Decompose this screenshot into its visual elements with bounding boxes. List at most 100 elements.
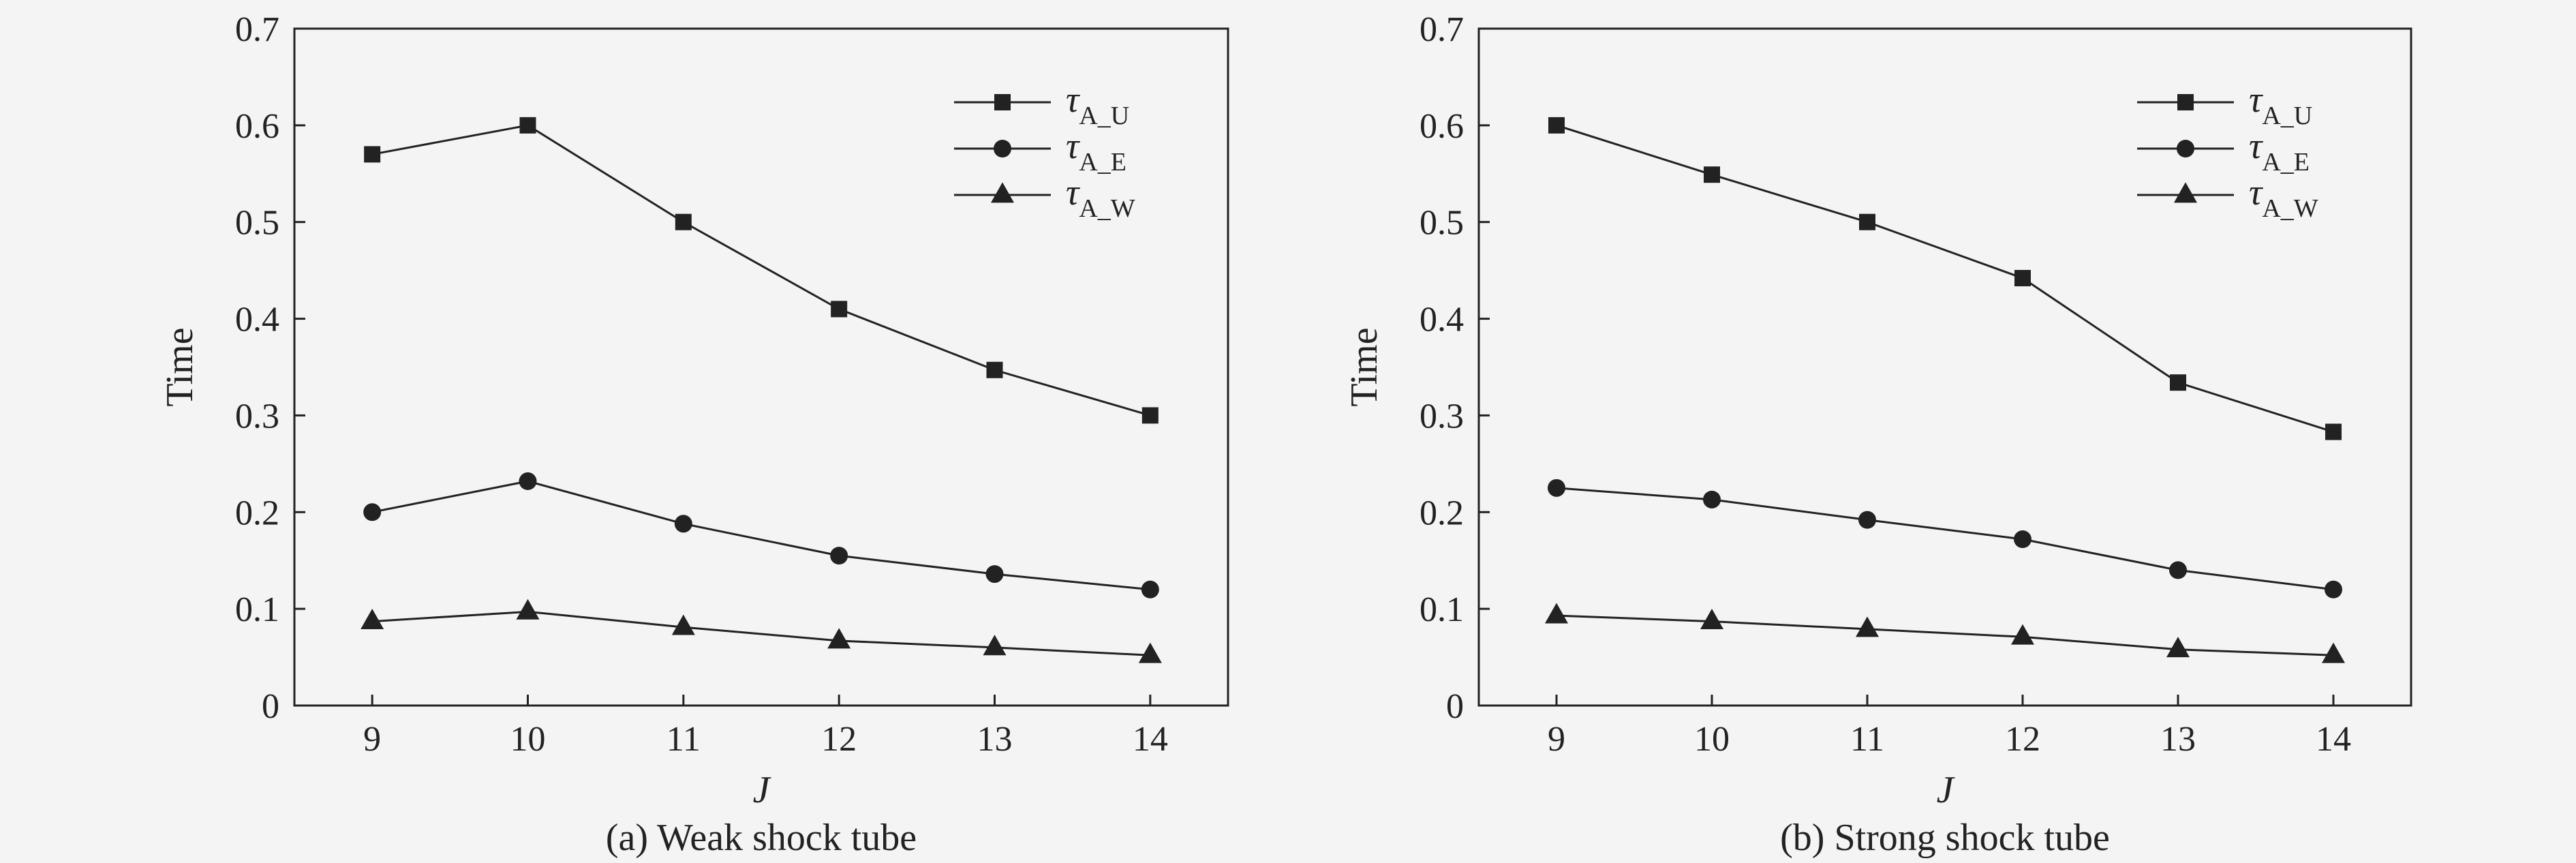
panel-a-series-a-u-line bbox=[371, 124, 1151, 417]
panel-b-plot-frame bbox=[1477, 27, 2412, 707]
panel-a-legend-a-u-label: τA_U bbox=[1066, 79, 1129, 130]
panel-b-x-tick-label: 14 bbox=[2316, 720, 2351, 759]
panel-b-series-a-e-point bbox=[1548, 479, 1565, 497]
panel-b-y-axis-label: Time bbox=[1343, 327, 1385, 406]
panel-a-x-tick-label: 10 bbox=[510, 720, 546, 759]
panel-b-legend-a-u-marker bbox=[2177, 94, 2194, 110]
panel-a-y-tick-label: 0.3 bbox=[235, 397, 279, 436]
panel-b-series-a-u-point bbox=[2325, 423, 2342, 440]
panel-a-y-tick-label: 0.4 bbox=[235, 301, 279, 339]
panel-b-series-a-w-point bbox=[1700, 608, 1723, 629]
panel-a-legend-a-w-subscript: A_W bbox=[1079, 194, 1135, 223]
panel-b-y-tick-label: 0 bbox=[1446, 687, 1464, 726]
panel-b-x-axis-label: J bbox=[1937, 769, 1956, 811]
panel-a-legend-a-e-label: τA_E bbox=[1066, 125, 1126, 177]
panel-b-caption: (b) Strong shock tube bbox=[1780, 817, 2110, 859]
panel-a-series-a-w-point bbox=[516, 599, 540, 620]
panel-a-series-a-e-point bbox=[363, 503, 382, 521]
panel-a-y-tick-label: 0.2 bbox=[235, 494, 279, 532]
panel-a-series-a-e-point bbox=[830, 547, 848, 565]
panel-a-series-a-e-point bbox=[674, 515, 692, 533]
panel-a-y-axis-label: Time bbox=[159, 327, 201, 406]
panel-b-y-tick-label: 0.7 bbox=[1420, 10, 1464, 49]
panel-a-series-a-e-point bbox=[519, 472, 537, 490]
panel-a-y-tick-label: 0.7 bbox=[235, 10, 279, 49]
panel-a-x-tick-label: 14 bbox=[1133, 720, 1168, 759]
panel-a-series-a-w-line bbox=[372, 610, 1150, 656]
panel-b-legend-a-w-label: τA_W bbox=[2249, 172, 2318, 223]
panel-a-legend-a-u-subscript: A_U bbox=[1079, 102, 1129, 130]
panel-b-x-tick-label: 12 bbox=[2005, 720, 2040, 759]
panel-a-caption: (a) Weak shock tube bbox=[606, 817, 917, 859]
panel-b-series-a-u-point bbox=[1548, 117, 1565, 134]
panel-a-legend-a-w-symbol: τ bbox=[1066, 172, 1080, 213]
panel-b-series-a-w-point bbox=[2322, 642, 2345, 663]
panel-a-series-a-e-point bbox=[1141, 580, 1159, 599]
panel-a-x-axis-label: J bbox=[753, 769, 772, 811]
panel-a-y-tick-label: 0 bbox=[262, 687, 279, 726]
panel-b-series-a-w-point bbox=[2166, 637, 2190, 658]
panel-b-chart: 0 0.1 0.2 0.3 0.4 0.5 0.6 0.7 9 10 11 12 13 14 J Time (b… bbox=[1343, 10, 2412, 859]
panel-b-y-tick-label: 0.4 bbox=[1420, 301, 1464, 339]
panel-b-legend-a-w-symbol: τ bbox=[2249, 172, 2263, 213]
panel-b-y-tick-label: 0.2 bbox=[1420, 494, 1464, 532]
panel-b-legend-a-u-symbol: τ bbox=[2249, 79, 2263, 120]
panel-b-legend-a-e-label: τA_E bbox=[2249, 125, 2310, 177]
panel-b-series-a-u-point bbox=[1704, 166, 1720, 183]
panel-a-y-tick-label: 0.6 bbox=[235, 107, 279, 146]
panel-b-series-a-w-point bbox=[2011, 624, 2034, 645]
panel-a-series-a-u-point bbox=[1141, 407, 1159, 424]
panel-b-series-a-w-line bbox=[1556, 614, 2334, 656]
panel-a-series-a-u-point bbox=[364, 146, 381, 163]
panel-b-legend-a-e-marker bbox=[2177, 140, 2194, 157]
panel-a-chart: 0 0.1 0.2 0.3 0.4 0.5 0.6 0.7 9 10 11 12 13 14 J Time (a… bbox=[159, 10, 1229, 859]
panel-a-legend-a-u-marker bbox=[994, 94, 1011, 110]
panel-b-series-a-u-point bbox=[2170, 374, 2186, 391]
panel-a-series-a-w-point bbox=[983, 635, 1007, 656]
panel-a-series-a-u-point bbox=[986, 361, 1003, 378]
panel-a-legend-a-e-symbol: τ bbox=[1066, 125, 1080, 166]
panel-b-x-tick-label: 11 bbox=[1850, 720, 1884, 759]
panel-b-series-a-e-point bbox=[2014, 530, 2031, 549]
panel-b-series-a-u-point bbox=[1859, 213, 1875, 230]
panel-a-legend-a-w-marker bbox=[991, 182, 1014, 203]
panel-b-legend-a-u-label: τA_U bbox=[2249, 79, 2312, 130]
panel-a-series-a-u-point bbox=[519, 117, 536, 134]
panel-a-y-tick-label: 0.1 bbox=[235, 590, 279, 629]
panel-a-series-a-e-line bbox=[371, 480, 1150, 591]
panel-b-series-a-e-point bbox=[1703, 490, 1721, 509]
panel-b-y-tick-label: 0.3 bbox=[1420, 397, 1464, 436]
panel-a-x-tick-label: 12 bbox=[821, 720, 857, 759]
panel-a-legend-a-w-label: τA_W bbox=[1066, 172, 1135, 223]
panel-a-x-tick-label: 13 bbox=[977, 720, 1013, 759]
panel-b-legend-a-w-subscript: A_W bbox=[2262, 194, 2318, 223]
panel-a-legend-a-u-symbol: τ bbox=[1066, 79, 1080, 120]
panel-b-y-tick-label: 0.6 bbox=[1420, 107, 1464, 146]
panel-b-legend-a-e-symbol: τ bbox=[2249, 125, 2263, 166]
panel-a-series-a-w-point bbox=[361, 608, 384, 629]
panel-b-legend-a-u-subscript: A_U bbox=[2262, 102, 2312, 130]
panel-b-series-a-e-line bbox=[1556, 487, 2334, 591]
panel-a-series-a-w-point bbox=[671, 614, 695, 635]
panel-b-series-a-e-point bbox=[2325, 580, 2342, 599]
panel-b-x-tick-label: 13 bbox=[2160, 720, 2196, 759]
panel-b-x-tick-label: 9 bbox=[1548, 720, 1565, 759]
panel-b-legend-a-w-marker bbox=[2174, 182, 2197, 203]
panel-a-y-tick-label: 0.5 bbox=[235, 204, 279, 243]
panel-a-plot-frame bbox=[293, 27, 1229, 707]
panel-a-series-a-w-point bbox=[827, 628, 851, 649]
panel-a-x-tick-label: 9 bbox=[363, 720, 381, 759]
panel-b-y-tick-label: 0.5 bbox=[1420, 204, 1464, 243]
panel-b-x-tick-label: 10 bbox=[1694, 720, 1730, 759]
panel-b-series-a-e-point bbox=[2169, 561, 2187, 579]
panel-b-legend-a-e-subscript: A_E bbox=[2262, 148, 2310, 177]
panel-b-series-a-e-point bbox=[1858, 511, 1876, 529]
panel-a-series-a-u-point bbox=[831, 301, 848, 318]
panel-a-legend-a-e-marker bbox=[994, 140, 1011, 157]
panel-a-series-a-u-point bbox=[675, 213, 692, 230]
panel-b-series-a-w-point bbox=[1856, 616, 1879, 637]
panel-b-y-tick-label: 0.1 bbox=[1420, 590, 1464, 629]
panel-b-series-a-w-point bbox=[1545, 603, 1568, 624]
panel-a-series-a-w-point bbox=[1138, 642, 1162, 663]
